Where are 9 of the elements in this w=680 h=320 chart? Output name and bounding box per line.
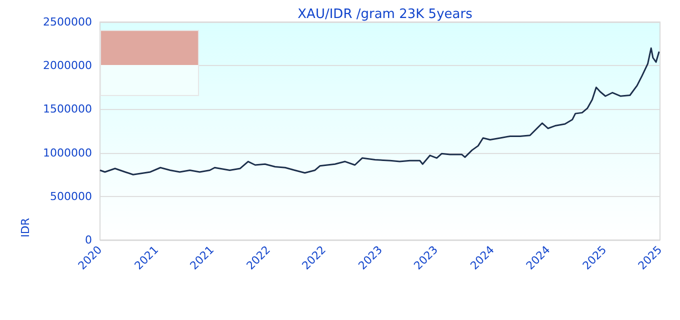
y-tick-label: 1000000 <box>43 146 92 160</box>
chart-title: XAU/IDR /gram 23K 5years <box>298 7 473 22</box>
y-tick-label: 1500000 <box>43 102 92 116</box>
y-axis-title: IDR <box>19 218 32 238</box>
line-series <box>99 47 660 176</box>
y-tick-label: 2500000 <box>43 16 92 28</box>
y-tick-label: 2000000 <box>43 59 92 72</box>
y-tick-label: 0 <box>85 234 92 246</box>
y-tick-label: 500000 <box>50 190 92 203</box>
